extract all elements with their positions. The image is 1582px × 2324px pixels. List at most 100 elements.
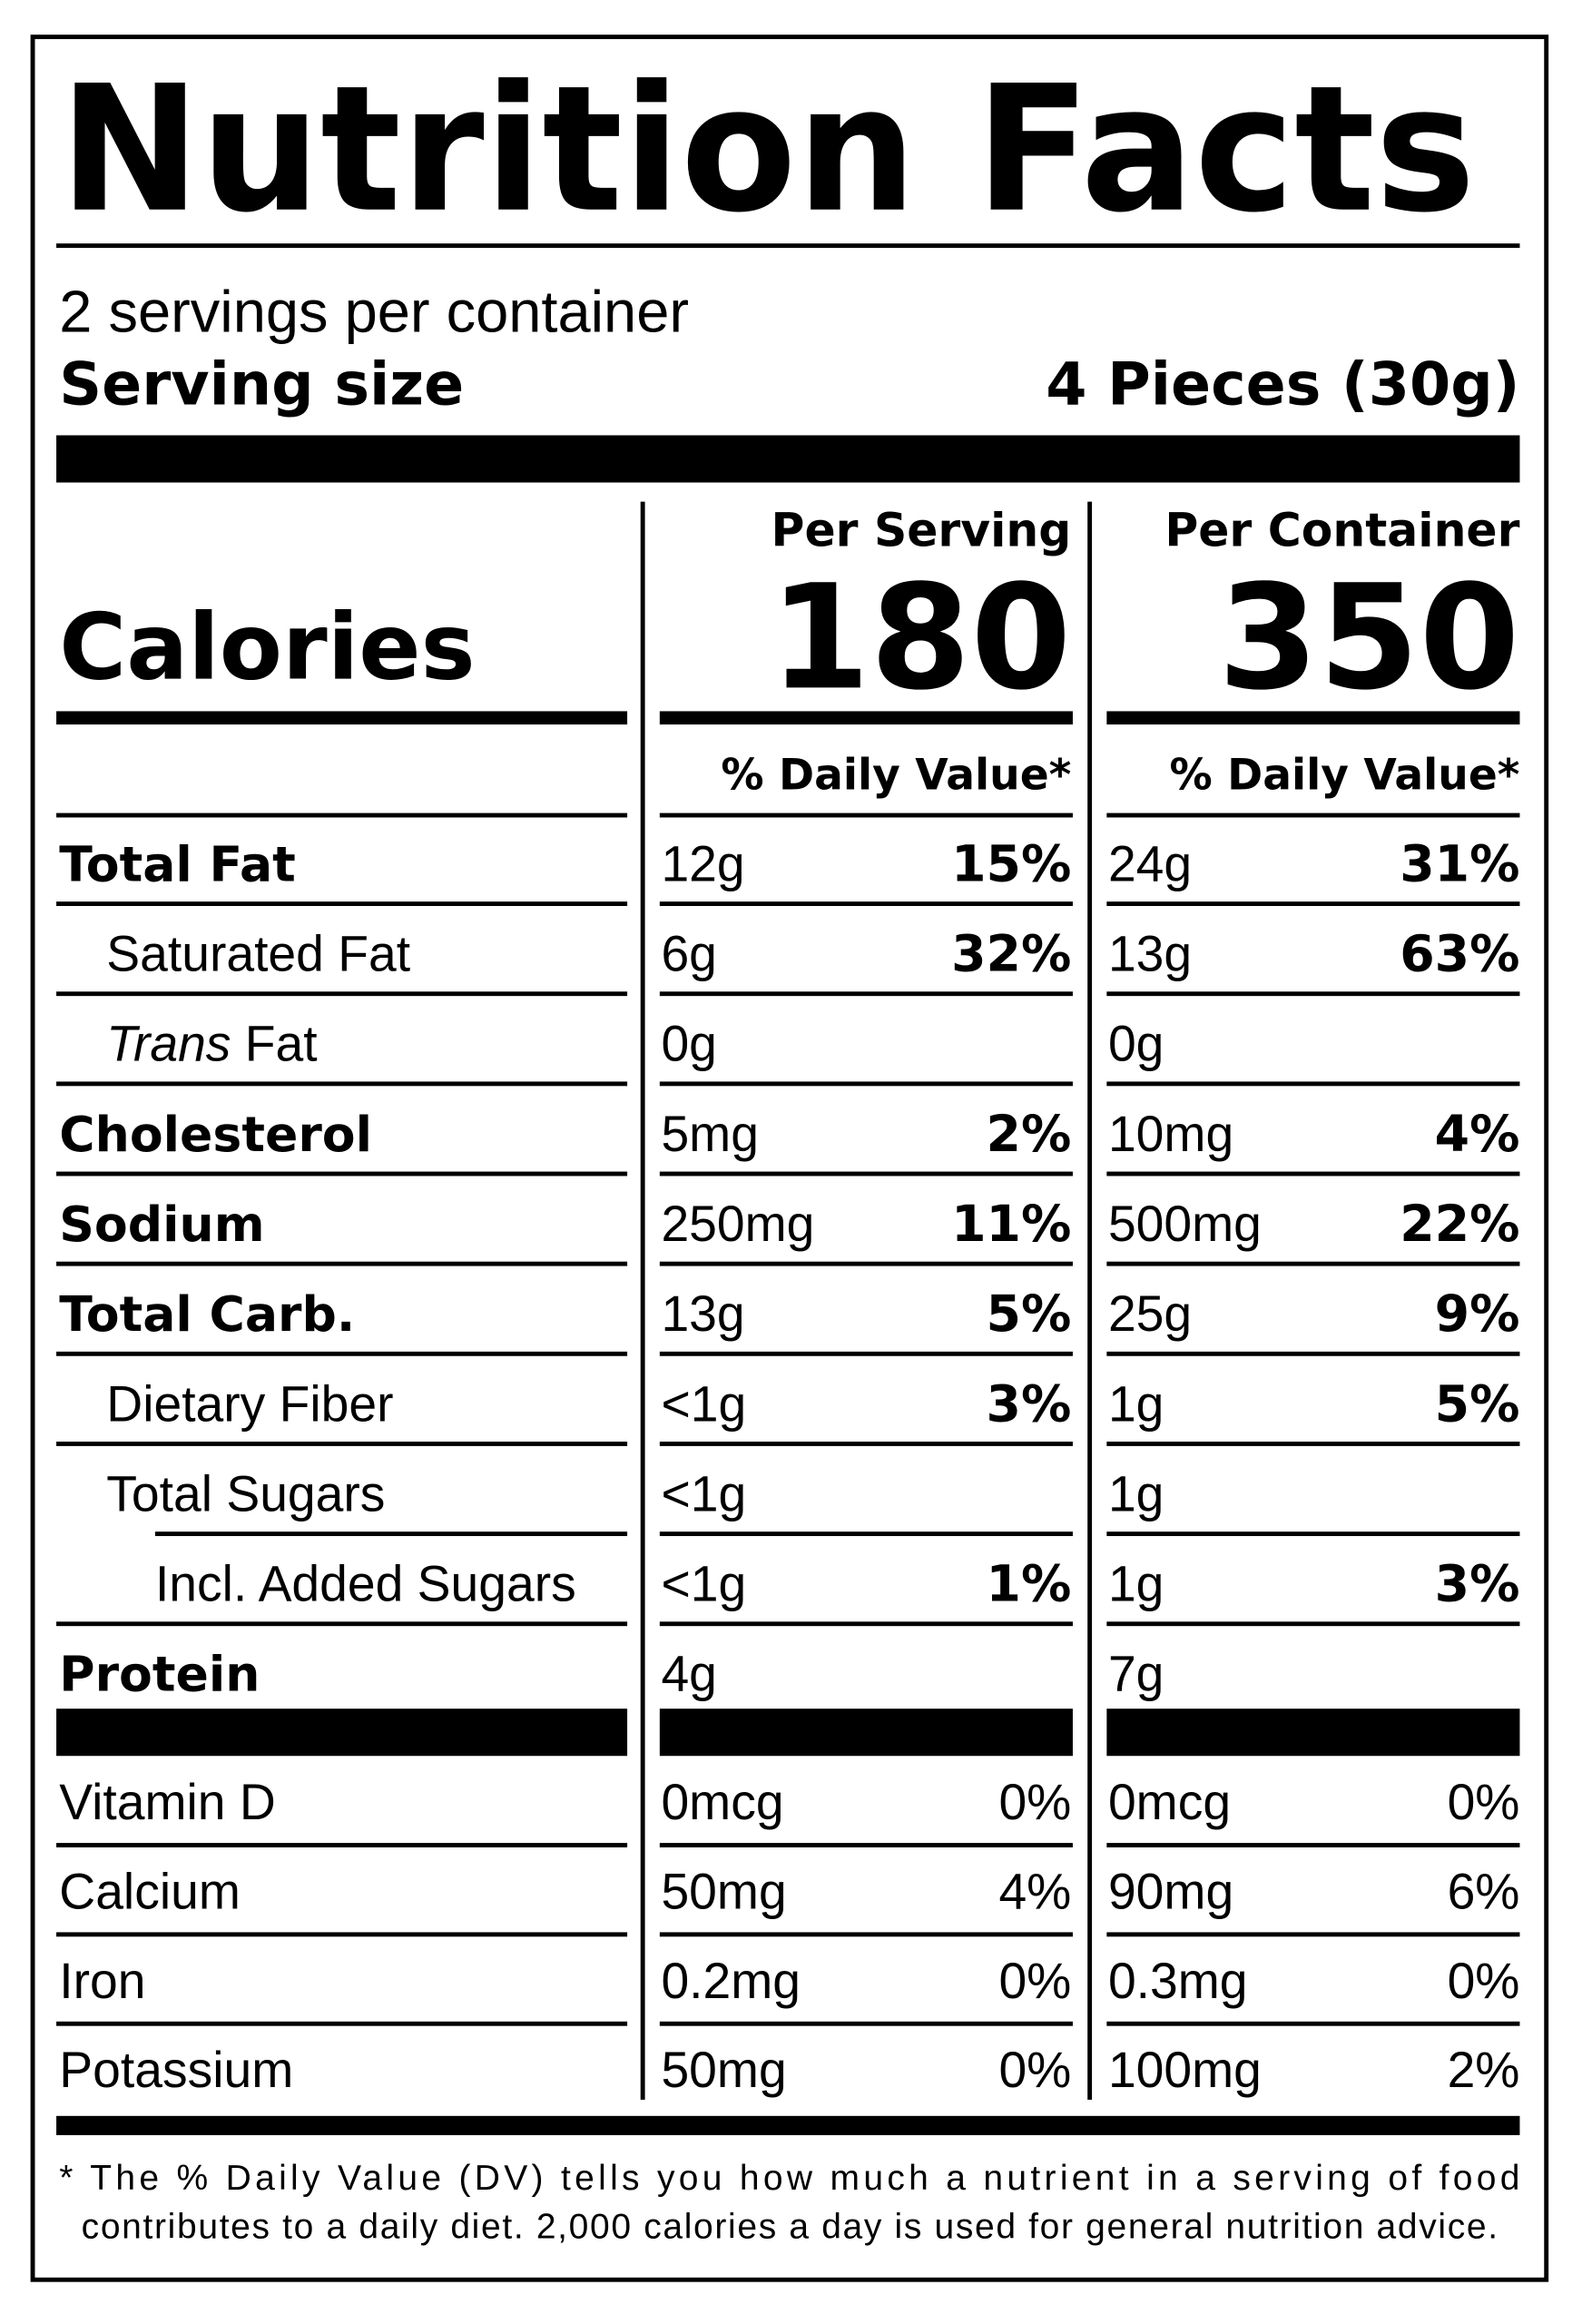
nutrient-label-text: Cholesterol xyxy=(59,1106,372,1163)
rule xyxy=(659,1621,1073,1627)
rule xyxy=(1106,1843,1520,1847)
amount: 4g xyxy=(661,1646,716,1702)
rule xyxy=(659,1442,1073,1446)
rule xyxy=(1106,1261,1520,1266)
rule xyxy=(1106,1351,1520,1356)
rule xyxy=(1106,1932,1520,1937)
nutrient-label: Dietary Fiber xyxy=(106,1375,393,1432)
daily-value: 1% xyxy=(987,1556,1072,1614)
border xyxy=(30,34,1549,2282)
column-header: Per Container xyxy=(1164,503,1519,556)
calories-label: Calories xyxy=(59,594,475,701)
nutrient-label-text: Sodium xyxy=(59,1196,264,1253)
rule xyxy=(1106,1531,1520,1537)
amount: 0.2mg xyxy=(661,1953,801,2009)
daily-value: 3% xyxy=(1435,1556,1520,1614)
rule xyxy=(56,1932,628,1937)
vitamin-label: Vitamin D xyxy=(59,1774,275,1830)
daily-value: 0% xyxy=(998,1774,1071,1830)
amount: <1g xyxy=(661,1465,746,1521)
rule xyxy=(56,1081,628,1087)
rule xyxy=(659,812,1073,818)
daily-value: 6% xyxy=(1448,1863,1520,1919)
rule xyxy=(56,1171,628,1177)
serving-size-label: Serving size xyxy=(59,350,464,419)
nutrient-label: Cholesterol xyxy=(59,1106,372,1163)
daily-value: 0% xyxy=(1448,1953,1520,2009)
amount: 250mg xyxy=(661,1196,814,1252)
daily-value: 0% xyxy=(998,1953,1071,2009)
rule xyxy=(1106,1621,1520,1627)
vitamin-label: Potassium xyxy=(59,2042,293,2098)
rule xyxy=(56,1261,628,1266)
daily-value: 15% xyxy=(951,835,1071,893)
amount: 24g xyxy=(1108,835,1192,891)
nutrient-label: Total Carb. xyxy=(59,1285,355,1343)
daily-value: 11% xyxy=(951,1196,1071,1254)
nutrient-label: Total Sugars xyxy=(106,1465,385,1521)
amount: 10mg xyxy=(1108,1106,1233,1162)
amount: 12g xyxy=(661,835,744,891)
rule xyxy=(659,1261,1073,1266)
amount: 0.3mg xyxy=(1108,1953,1248,2009)
daily-value: 31% xyxy=(1400,835,1519,893)
rule xyxy=(659,1709,1073,1757)
rule xyxy=(659,1171,1073,1177)
rule xyxy=(56,991,628,997)
amount: 13g xyxy=(661,1285,744,1342)
amount: 0g xyxy=(1108,1016,1164,1072)
rule xyxy=(56,901,628,906)
daily-value: 22% xyxy=(1400,1196,1519,1254)
amount: 5mg xyxy=(661,1106,758,1162)
nutrient-label-text: Fat xyxy=(231,1016,317,1072)
daily-value: 5% xyxy=(987,1285,1072,1344)
amount: 1g xyxy=(1108,1375,1164,1432)
rule xyxy=(1106,1442,1520,1446)
daily-value: 5% xyxy=(1435,1375,1520,1433)
daily-value: 3% xyxy=(987,1375,1072,1433)
rule xyxy=(154,1531,628,1537)
rule xyxy=(659,1081,1073,1087)
rule xyxy=(56,711,628,725)
nutrient-label-text: Total Fat xyxy=(59,835,295,892)
nutrient-label: Incl. Added Sugars xyxy=(155,1556,576,1612)
calories-value: 180 xyxy=(770,553,1071,722)
rule xyxy=(56,1709,628,1757)
nutrient-label: Protein xyxy=(59,1646,260,1703)
servings: 2 servings per container xyxy=(59,279,689,345)
dv-header: % Daily Value* xyxy=(1169,751,1519,801)
footnote: * The % Daily Value (DV) tells you how m… xyxy=(59,2159,1519,2198)
daily-value: 0% xyxy=(1448,1774,1520,1830)
rule xyxy=(56,243,1520,249)
rule xyxy=(1106,1171,1520,1177)
rule xyxy=(1106,1709,1520,1757)
nutrient-label-text: Incl. Added Sugars xyxy=(155,1556,576,1612)
daily-value: 9% xyxy=(1435,1285,1520,1344)
rule xyxy=(1106,901,1520,906)
amount: 0mcg xyxy=(661,1774,783,1830)
vitamin-label: Iron xyxy=(59,1953,145,2009)
nutrient-label-text: Total Sugars xyxy=(106,1465,385,1521)
amount: 50mg xyxy=(661,1863,786,1919)
rule xyxy=(56,2021,628,2026)
rule xyxy=(659,2021,1073,2026)
rule xyxy=(659,711,1073,725)
column-header: Per Serving xyxy=(771,503,1072,556)
daily-value: 2% xyxy=(1448,2042,1520,2098)
rule xyxy=(56,1442,628,1446)
rule xyxy=(659,1531,1073,1537)
nutrient-label-text: Total Carb. xyxy=(59,1285,355,1343)
daily-value: 4% xyxy=(1435,1106,1520,1164)
amount: 0mcg xyxy=(1108,1774,1231,1830)
amount: 50mg xyxy=(661,2042,786,2098)
rule xyxy=(1106,812,1520,818)
rule xyxy=(56,1351,628,1356)
amount: 13g xyxy=(1108,926,1192,982)
amount: 25g xyxy=(1108,1285,1192,1342)
nutrient-label-text: Saturated Fat xyxy=(106,926,410,982)
rule xyxy=(659,991,1073,997)
nutrient-label: Total Fat xyxy=(59,835,295,892)
dv-header: % Daily Value* xyxy=(721,751,1071,801)
rule xyxy=(659,1843,1073,1847)
